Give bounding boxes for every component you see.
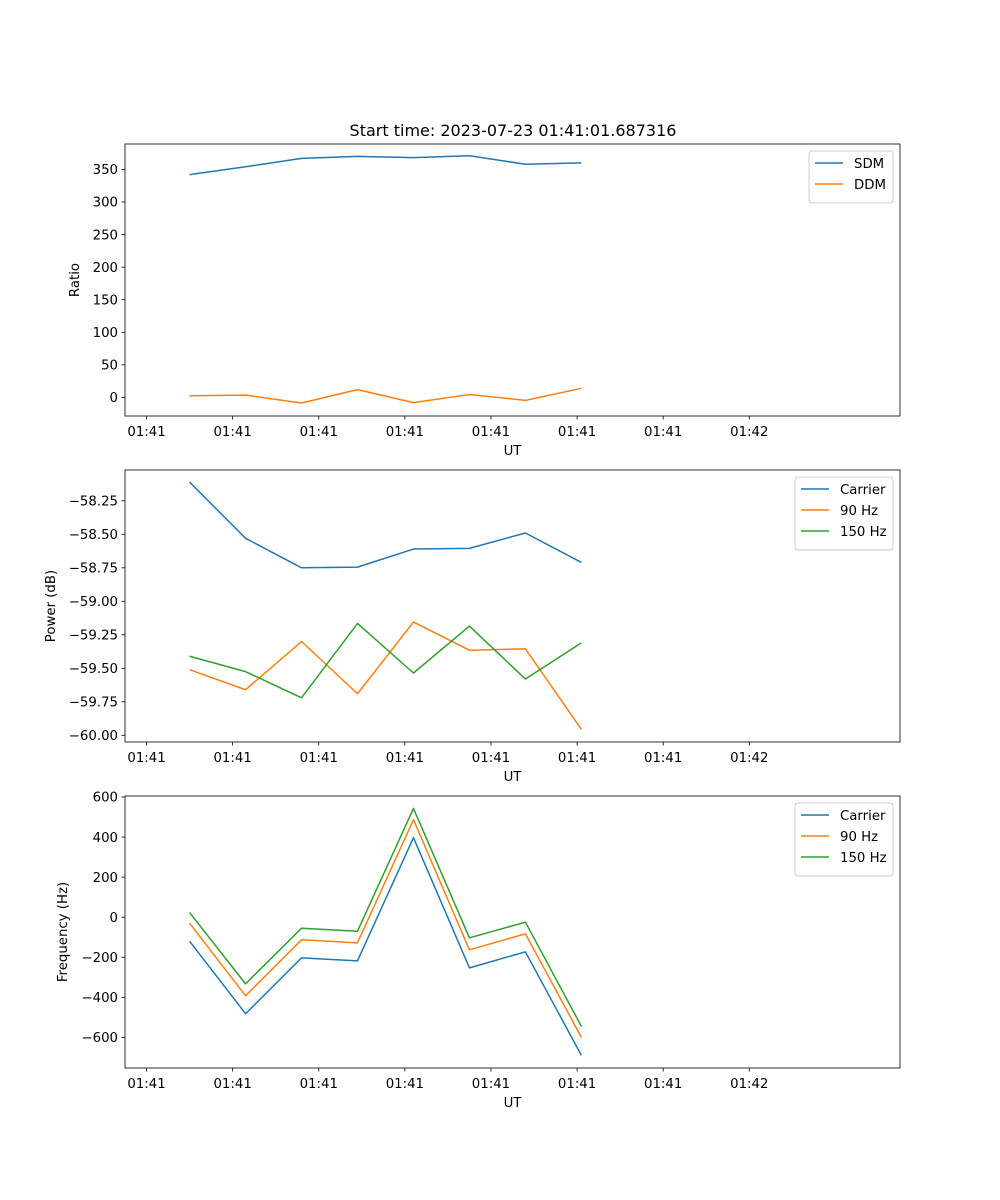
chart-title: Start time: 2023-07-23 01:41:01.687316 bbox=[350, 121, 677, 140]
x-tick-label: 01:42 bbox=[730, 1077, 768, 1092]
x-tick-label: 01:41 bbox=[127, 425, 165, 440]
legend-label: 90 Hz bbox=[840, 504, 878, 519]
y-tick-label: −59.25 bbox=[69, 629, 118, 644]
x-tick-label: 01:41 bbox=[558, 425, 596, 440]
x-tick-label: 01:41 bbox=[213, 425, 251, 440]
x-tick-label: 01:41 bbox=[472, 751, 510, 766]
legend-box bbox=[808, 150, 894, 204]
x-tick-label: 01:41 bbox=[386, 751, 424, 766]
y-tick-label: 350 bbox=[93, 163, 118, 178]
axes-frame bbox=[124, 469, 901, 743]
subplot-2: 01:41 01:41 01:41 01:41 01:41 01:41 01:41 01:42… bbox=[44, 469, 901, 785]
series-line-sdm bbox=[189, 154, 582, 176]
y-tick-label: 150 bbox=[93, 293, 118, 308]
legend-label: Carrier bbox=[840, 809, 886, 824]
x-tick-label: 01:41 bbox=[558, 751, 596, 766]
y-tick-label: −58.50 bbox=[69, 528, 118, 543]
legend-label: 150 Hz bbox=[840, 525, 887, 540]
subplot-3: 01:41 01:41 01:41 01:41 01:41 01:41 01:41 01:42… bbox=[56, 791, 901, 1111]
y-tick-label: −58.75 bbox=[69, 562, 118, 577]
x-tick-label: 01:41 bbox=[472, 1077, 510, 1092]
x-tick-label: 01:41 bbox=[644, 751, 682, 766]
series-line-90-hz bbox=[189, 621, 583, 730]
series-line-ddm bbox=[189, 387, 582, 404]
x-tick-label: 01:41 bbox=[386, 1077, 424, 1092]
series-line-150-hz bbox=[189, 622, 582, 699]
series-line-90-hz bbox=[188, 818, 583, 1038]
y-axis-label: Ratio bbox=[68, 263, 83, 297]
y-tick-label: −60.00 bbox=[69, 729, 118, 744]
legend-label: 150 Hz bbox=[840, 851, 887, 866]
plots-container: 01:41 01:41 01:41 01:41 01:41 01:41 01:41 01:42… bbox=[44, 143, 901, 1111]
legend-label: Carrier bbox=[840, 483, 886, 498]
y-tick-label: −59.00 bbox=[69, 595, 118, 610]
x-tick-label: 01:41 bbox=[558, 1077, 596, 1092]
x-tick-label: 01:41 bbox=[300, 1077, 338, 1092]
y-tick-label: 600 bbox=[93, 791, 118, 806]
x-axis-label: UT bbox=[504, 770, 523, 785]
y-tick-label: 0 bbox=[110, 391, 118, 406]
legend-label: SDM bbox=[854, 157, 884, 172]
y-tick-label: 200 bbox=[93, 871, 118, 886]
x-tick-label: 01:41 bbox=[386, 425, 424, 440]
legend-label: DDM bbox=[854, 178, 886, 193]
x-tick-label: 01:41 bbox=[644, 1077, 682, 1092]
y-tick-label: 50 bbox=[101, 359, 118, 374]
x-axis-label: UT bbox=[504, 1096, 523, 1111]
x-tick-label: 01:41 bbox=[300, 751, 338, 766]
y-tick-label: −58.25 bbox=[69, 495, 118, 510]
legend-label: 90 Hz bbox=[840, 830, 878, 845]
y-tick-label: 400 bbox=[93, 831, 118, 846]
y-axis-label: Power (dB) bbox=[44, 570, 59, 642]
y-tick-label: 100 bbox=[93, 326, 118, 341]
x-tick-label: 01:41 bbox=[127, 751, 165, 766]
y-tick-label: −59.50 bbox=[69, 662, 118, 677]
axes-frame bbox=[124, 143, 901, 417]
x-tick-label: 01:41 bbox=[213, 751, 251, 766]
x-tick-label: 01:41 bbox=[472, 425, 510, 440]
series-line-carrier bbox=[189, 481, 582, 569]
y-tick-label: −600 bbox=[81, 1031, 118, 1046]
y-tick-label: −200 bbox=[81, 951, 118, 966]
y-tick-label: −400 bbox=[81, 991, 118, 1006]
x-tick-label: 01:41 bbox=[644, 425, 682, 440]
y-tick-label: 250 bbox=[93, 228, 118, 243]
x-tick-label: 01:42 bbox=[730, 751, 768, 766]
series-line-150-hz bbox=[188, 807, 583, 1027]
x-tick-label: 01:41 bbox=[127, 1077, 165, 1092]
y-tick-label: 0 bbox=[110, 911, 118, 926]
x-tick-label: 01:41 bbox=[213, 1077, 251, 1092]
x-tick-label: 01:42 bbox=[730, 425, 768, 440]
y-tick-label: −59.75 bbox=[69, 696, 118, 711]
y-axis-label: Frequency (Hz) bbox=[56, 882, 71, 982]
y-tick-label: 300 bbox=[93, 196, 118, 211]
subplot-1: 01:41 01:41 01:41 01:41 01:41 01:41 01:41 01:42… bbox=[68, 143, 901, 459]
axes-frame bbox=[124, 795, 901, 1069]
x-axis-label: UT bbox=[504, 444, 523, 459]
series-line-carrier bbox=[188, 836, 583, 1056]
y-tick-label: 200 bbox=[93, 261, 118, 276]
x-tick-label: 01:41 bbox=[300, 425, 338, 440]
